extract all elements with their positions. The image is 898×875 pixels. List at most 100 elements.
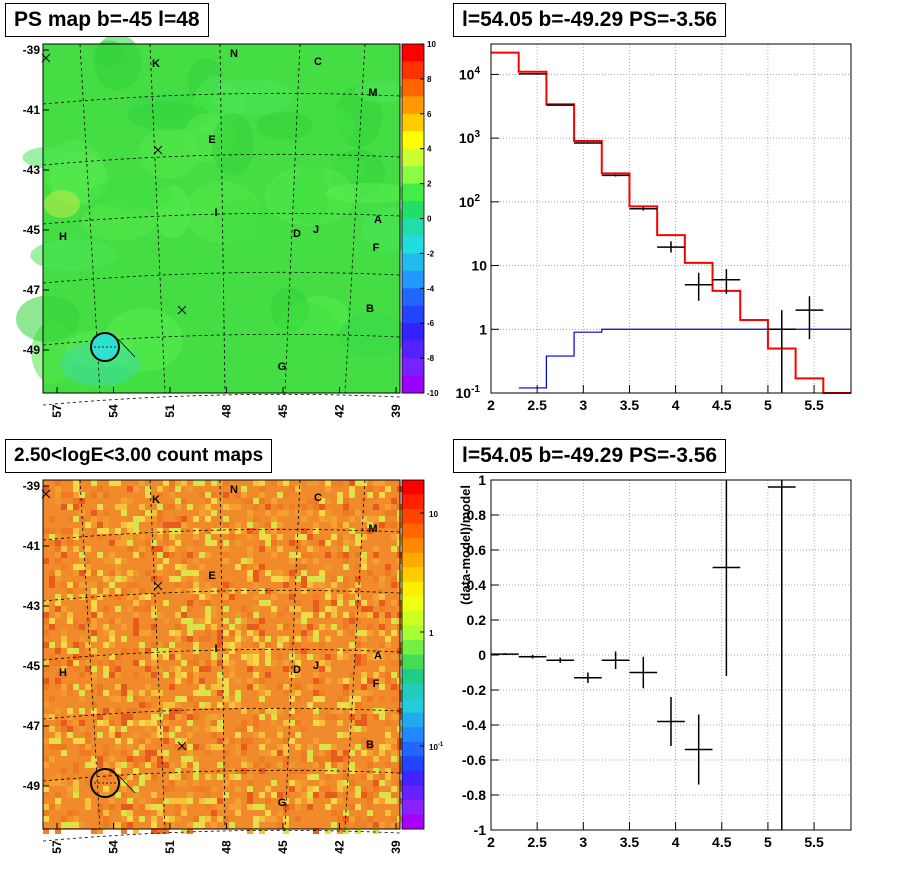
map-pixel bbox=[67, 540, 73, 546]
map-pixel bbox=[391, 750, 397, 756]
map-pixel bbox=[55, 534, 61, 540]
map-pixel bbox=[133, 732, 139, 738]
map-pixel bbox=[289, 714, 295, 720]
map-y-tick-label: -39 bbox=[23, 479, 41, 493]
map-pixel bbox=[313, 708, 319, 714]
map-pixel bbox=[121, 714, 127, 720]
map-pixel bbox=[175, 486, 181, 492]
colorbar-cell bbox=[402, 340, 424, 359]
map-pixel bbox=[73, 660, 79, 666]
map-pixel bbox=[169, 822, 175, 828]
colorbar-cell bbox=[402, 375, 424, 394]
map-pixel bbox=[277, 654, 283, 660]
map-pixel bbox=[97, 534, 103, 540]
map-pixel bbox=[163, 714, 169, 720]
map-pixel bbox=[109, 576, 115, 582]
map-pixel bbox=[325, 498, 331, 504]
map-pixel bbox=[379, 492, 385, 498]
map-pixel bbox=[373, 672, 379, 678]
map-pixel bbox=[151, 576, 157, 582]
map-pixel bbox=[253, 648, 259, 654]
map-pixel bbox=[247, 738, 253, 744]
map-pixel bbox=[229, 822, 235, 828]
map-pixel bbox=[355, 618, 361, 624]
map-pixel bbox=[259, 756, 265, 762]
map-pixel bbox=[361, 606, 367, 612]
map-pixel bbox=[103, 528, 109, 534]
map-pixel bbox=[181, 576, 187, 582]
map-pixel bbox=[55, 552, 61, 558]
map-pixel bbox=[67, 612, 73, 618]
map-pixel bbox=[61, 822, 67, 828]
colorbar-cell bbox=[402, 323, 424, 342]
map-pixel bbox=[127, 540, 133, 546]
map-pixel bbox=[97, 720, 103, 726]
map-y-tick-label: -45 bbox=[23, 659, 41, 673]
map-pixel bbox=[361, 738, 367, 744]
map-pixel bbox=[55, 576, 61, 582]
map-pixel bbox=[139, 546, 145, 552]
map-pixel bbox=[241, 726, 247, 732]
colorbar-cell bbox=[402, 131, 424, 150]
map-blob bbox=[80, 202, 156, 241]
colorbar-cell bbox=[402, 113, 424, 132]
map-pixel bbox=[79, 516, 85, 522]
map-pixel bbox=[139, 738, 145, 744]
map-pixel bbox=[55, 570, 61, 576]
map-pixel bbox=[331, 600, 337, 606]
map-pixel bbox=[193, 768, 199, 774]
map-pixel bbox=[217, 636, 223, 642]
map-pixel bbox=[145, 738, 151, 744]
map-pixel bbox=[253, 672, 259, 678]
map-pixel bbox=[265, 690, 271, 696]
map-pixel bbox=[265, 654, 271, 660]
map-pixel bbox=[133, 600, 139, 606]
map-pixel bbox=[241, 654, 247, 660]
map-pixel bbox=[343, 504, 349, 510]
map-pixel bbox=[163, 600, 169, 606]
colorbar-cell bbox=[402, 201, 424, 219]
map-pixel bbox=[277, 684, 283, 690]
y-axis-label: (data-model)/model bbox=[458, 485, 473, 605]
map-pixel bbox=[157, 804, 163, 810]
y-tick-label: -0.6 bbox=[462, 752, 486, 768]
map-pixel bbox=[151, 672, 157, 678]
map-pixel bbox=[235, 678, 241, 684]
map-pixel bbox=[247, 510, 253, 516]
map-pixel bbox=[121, 690, 127, 696]
map-pixel bbox=[253, 660, 259, 666]
map-pixel bbox=[187, 756, 193, 762]
map-pixel bbox=[361, 534, 367, 540]
map-pixel bbox=[169, 630, 175, 636]
map-pixel bbox=[217, 804, 223, 810]
residual-point bbox=[629, 656, 658, 689]
map-pixel bbox=[385, 672, 391, 678]
map-pixel bbox=[205, 540, 211, 546]
map-pixel bbox=[85, 570, 91, 576]
map-pixel bbox=[253, 630, 259, 636]
map-pixel bbox=[349, 804, 355, 810]
map-pixel bbox=[361, 660, 367, 666]
map-pixel bbox=[247, 630, 253, 636]
map-pixel bbox=[43, 810, 49, 816]
map-source-label: B bbox=[366, 739, 374, 751]
map-pixel bbox=[235, 750, 241, 756]
map-pixel bbox=[259, 684, 265, 690]
map-y-tick-label: -47 bbox=[23, 283, 41, 297]
map-source-label: H bbox=[59, 667, 67, 679]
map-pixel bbox=[349, 678, 355, 684]
map-pixel bbox=[157, 612, 163, 618]
map-coldspot bbox=[60, 342, 140, 386]
map-pixel bbox=[253, 732, 259, 738]
map-pixel bbox=[313, 756, 319, 762]
map-pixel bbox=[181, 804, 187, 810]
map-x-tick-label: 48 bbox=[220, 404, 234, 418]
map-pixel bbox=[379, 630, 385, 636]
map-pixel bbox=[169, 666, 175, 672]
map-pixel bbox=[187, 750, 193, 756]
map-pixel bbox=[361, 720, 367, 726]
map-pixel bbox=[313, 690, 319, 696]
map-pixel bbox=[253, 480, 259, 486]
map-pixel bbox=[259, 480, 265, 486]
map-pixel bbox=[67, 792, 73, 798]
